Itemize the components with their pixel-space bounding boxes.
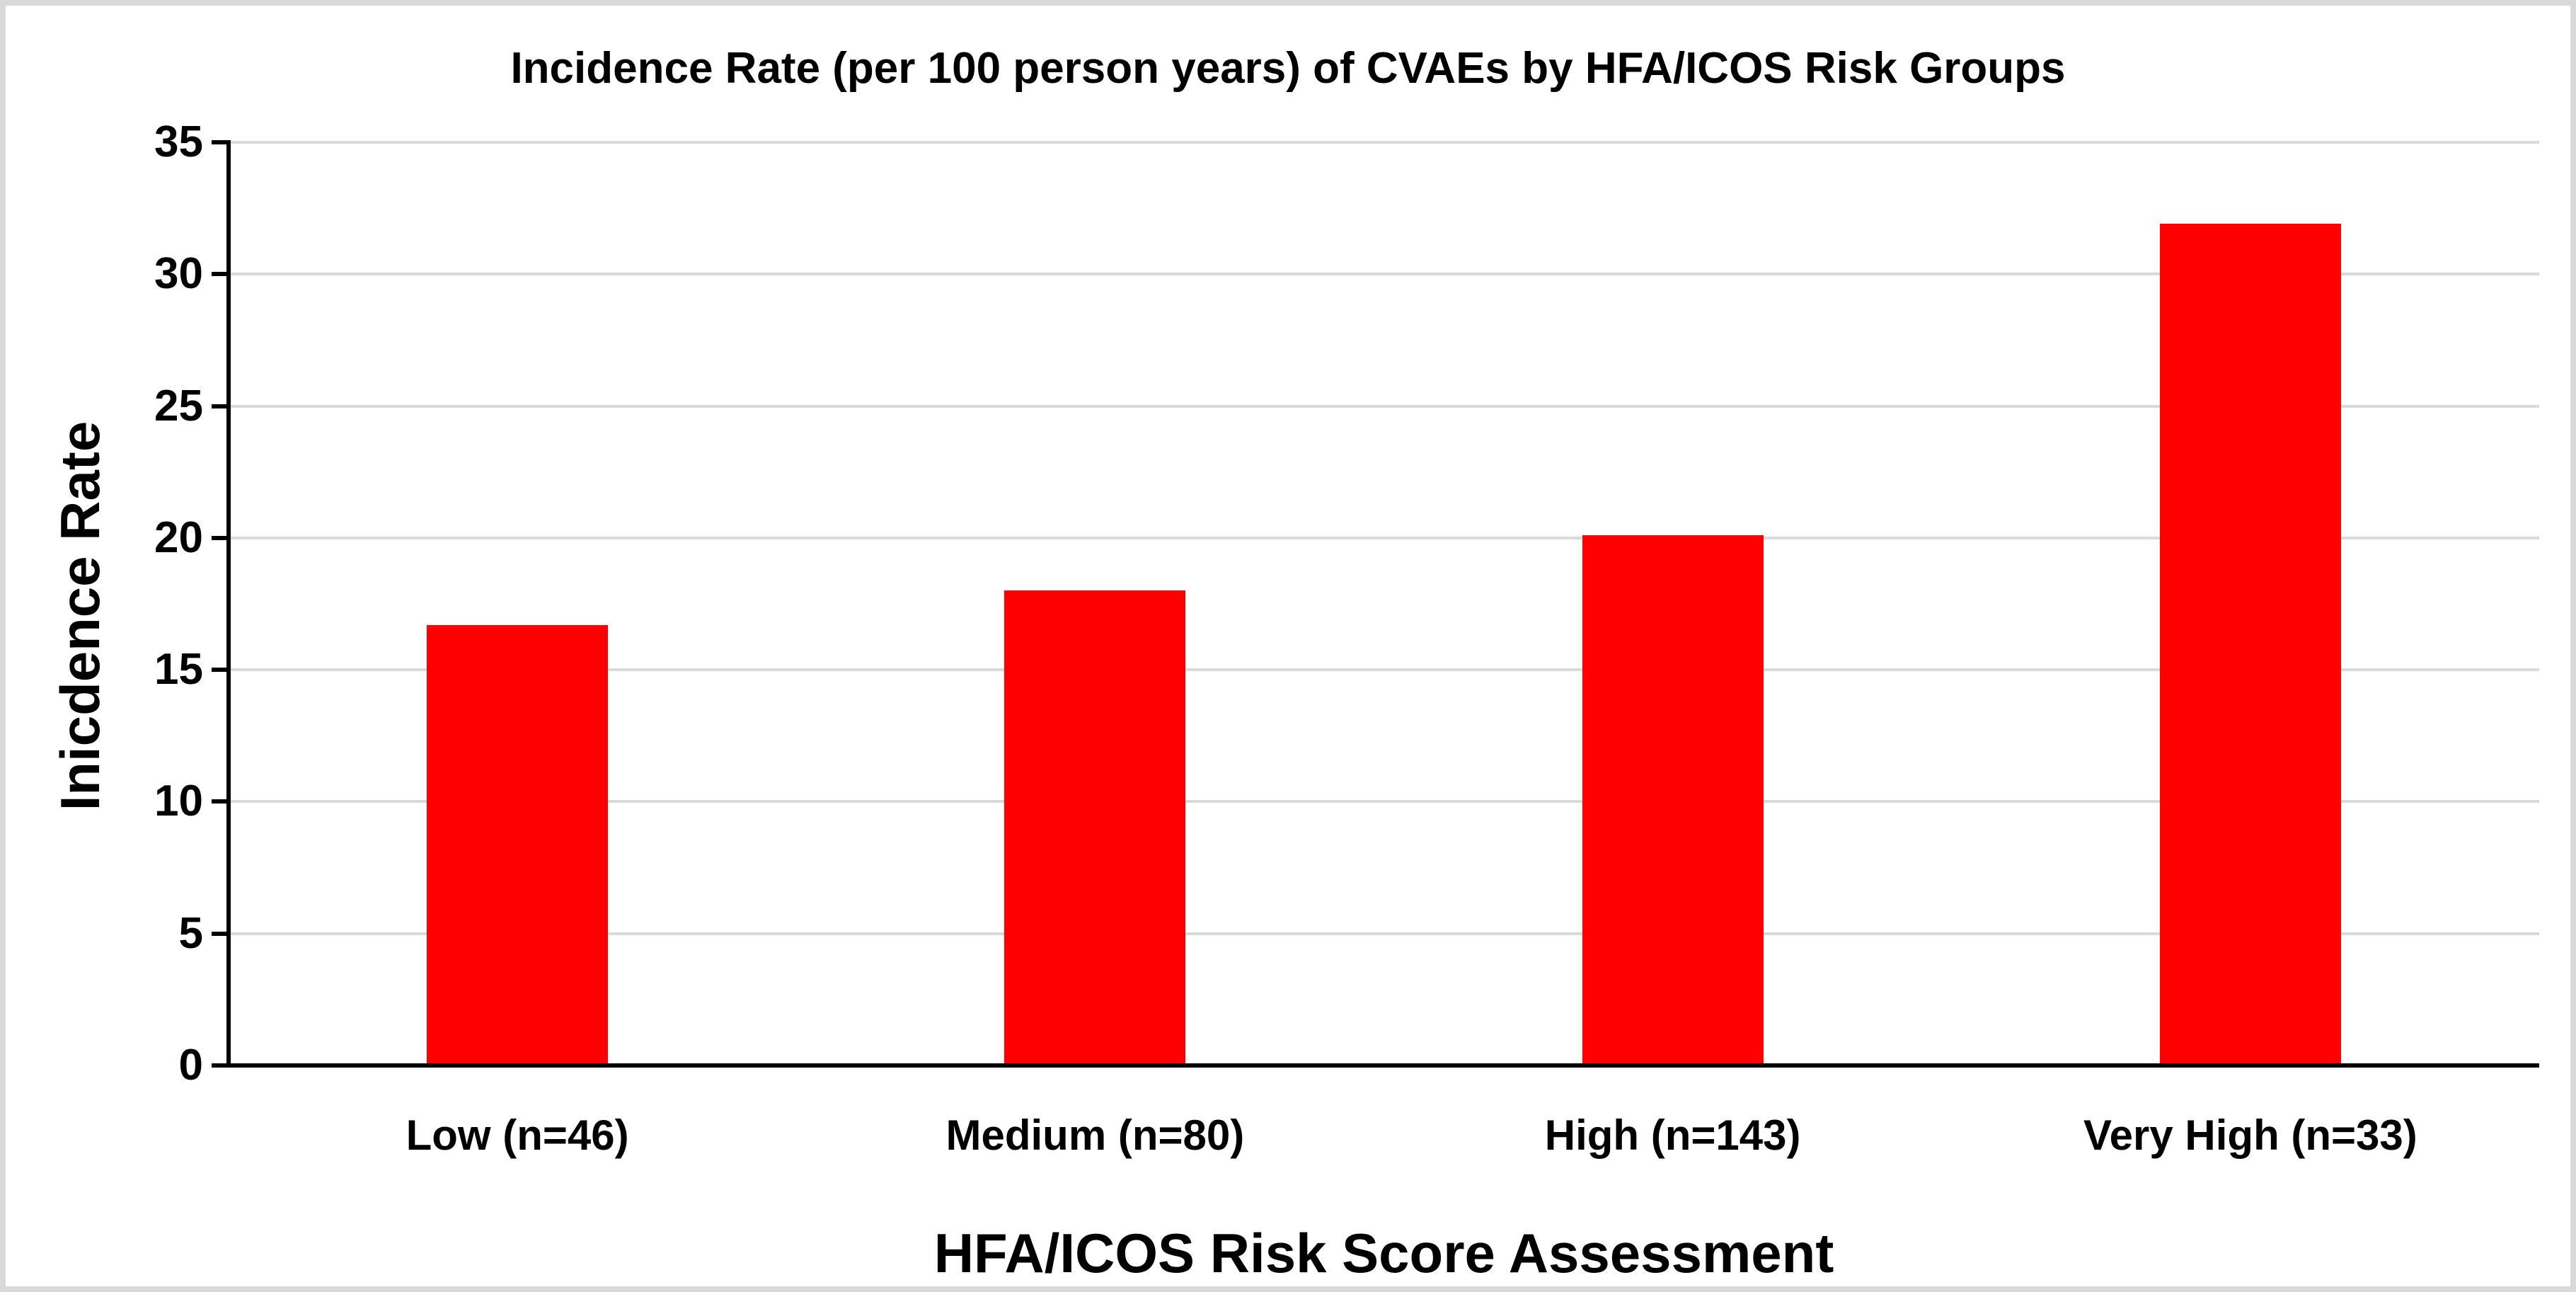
bar-very [2159, 224, 2341, 1065]
y-axis-tick [212, 404, 229, 408]
y-gridline [229, 668, 2539, 672]
bar-high [1582, 535, 1764, 1065]
y-gridline [229, 536, 2539, 539]
y-tick-label: 15 [154, 645, 203, 694]
y-tick-label: 5 [178, 908, 203, 958]
y-axis-line [226, 140, 231, 1068]
y-axis-tick [212, 140, 229, 144]
y-tick-label: 0 [178, 1041, 203, 1090]
category-label: Medium (n=80) [945, 1111, 1245, 1159]
bar-low [427, 624, 609, 1065]
y-axis-tick [212, 799, 229, 804]
y-gridline [229, 800, 2539, 804]
y-gridline [229, 932, 2539, 935]
y-axis-tick [212, 668, 229, 673]
y-gridline [229, 404, 2539, 408]
y-tick-label: 25 [154, 381, 203, 430]
y-tick-label: 35 [154, 118, 203, 166]
category-label: High (n=143) [1544, 1111, 1801, 1159]
y-tick-label: 20 [154, 513, 203, 562]
y-axis-tick [212, 931, 229, 936]
bar-medium [1004, 590, 1186, 1065]
y-gridline [229, 273, 2539, 276]
category-label: Very High (n=33) [2083, 1111, 2417, 1159]
y-axis-tick [212, 535, 229, 540]
y-tick-label: 30 [154, 249, 203, 299]
y-axis-tick [212, 272, 229, 277]
y-tick-label: 10 [154, 777, 203, 826]
x-axis-line [212, 1063, 2539, 1068]
y-gridline [229, 141, 2539, 144]
category-label: Low (n=46) [406, 1111, 629, 1159]
chart-title: Incidence Rate (per 100 person years) of… [510, 44, 2066, 93]
x-axis-title: HFA/ICOS Risk Score Assessment [933, 1222, 1834, 1284]
